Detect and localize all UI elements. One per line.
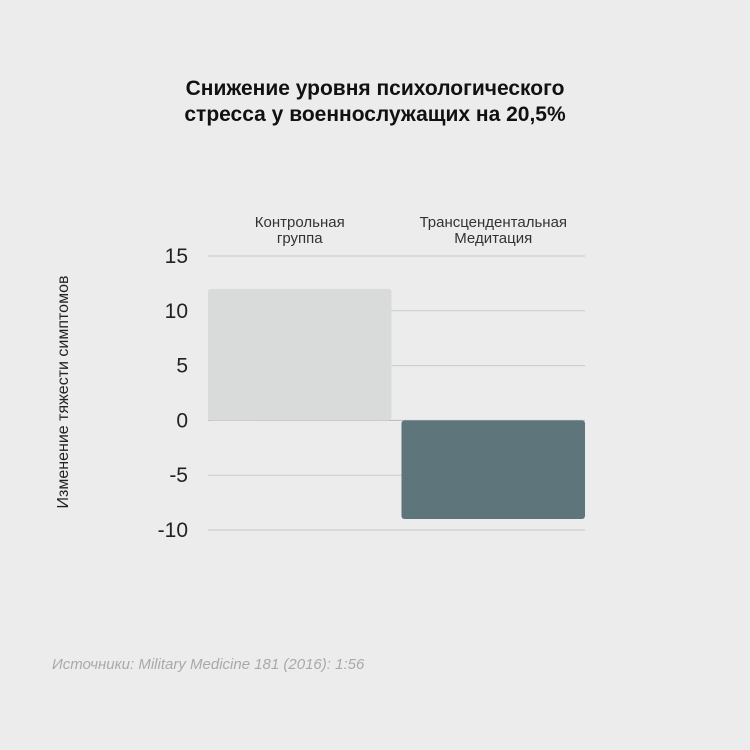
category-label: Медитация xyxy=(454,230,532,247)
chart-title-line-1: Снижение уровня психологического xyxy=(185,77,565,100)
y-tick-label: 0 xyxy=(176,409,188,432)
category-label: Контрольная xyxy=(255,214,345,231)
bars xyxy=(208,288,585,520)
y-tick-label: 15 xyxy=(165,245,188,268)
category-label: Трансцендентальная xyxy=(419,214,567,231)
bar xyxy=(208,288,392,421)
y-tick-label: 5 xyxy=(176,355,188,378)
chart-title-line-2: стресса у военнослужащих на 20,5% xyxy=(184,103,566,126)
y-tick-label: 10 xyxy=(165,300,188,323)
bar xyxy=(401,420,585,520)
category-label: группа xyxy=(277,230,323,247)
y-tick-labels: 15 10 5 0 -5 -10 xyxy=(158,245,188,542)
y-tick-label: -5 xyxy=(169,464,188,487)
chart-title: Снижение уровня психологического стресса… xyxy=(0,76,750,128)
y-tick-label: -10 xyxy=(158,519,188,542)
source-note: Источники: Military Medicine 181 (2016):… xyxy=(52,656,365,673)
